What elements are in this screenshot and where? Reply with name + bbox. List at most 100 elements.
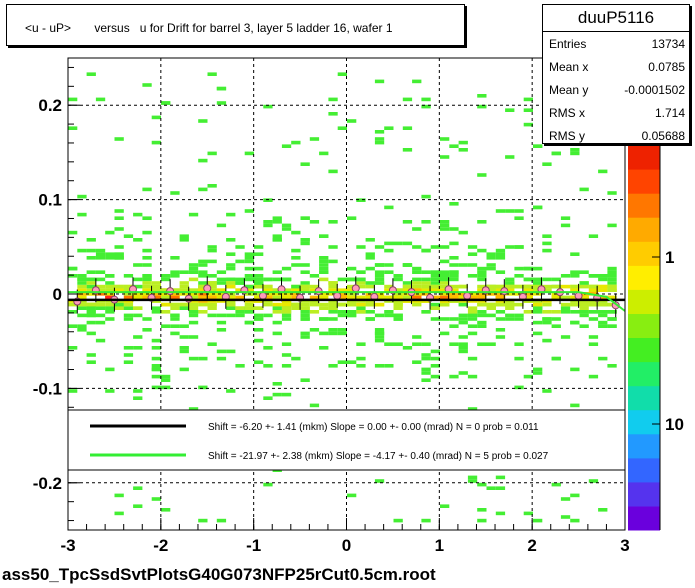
histogram-cell xyxy=(77,274,87,278)
histogram-cell xyxy=(142,277,152,282)
histogram-cell xyxy=(374,130,385,134)
histogram-cell xyxy=(588,310,599,314)
histogram-cell xyxy=(226,306,236,310)
histogram-cell xyxy=(486,292,496,296)
histogram-cell xyxy=(337,331,347,336)
histogram-cell xyxy=(133,295,143,300)
histogram-cell xyxy=(254,245,264,249)
histogram-cell xyxy=(514,274,524,278)
histogram-cell xyxy=(588,284,599,289)
histogram-cell xyxy=(114,302,124,307)
histogram-cell xyxy=(254,295,264,300)
histogram-cell xyxy=(458,371,468,375)
histogram-cell xyxy=(179,288,189,292)
histogram-cell xyxy=(188,335,199,339)
histogram-cell xyxy=(207,288,217,292)
histogram-cell xyxy=(235,313,245,318)
histogram-cell xyxy=(291,356,301,361)
histogram-cell xyxy=(467,324,478,328)
histogram-cell xyxy=(495,335,506,339)
profile-point xyxy=(333,291,342,300)
histogram-cell xyxy=(570,302,580,307)
histogram-cell xyxy=(161,302,171,307)
histogram-cell xyxy=(514,313,524,318)
histogram-cell xyxy=(412,79,422,84)
histogram-cell xyxy=(226,212,236,217)
histogram-cell xyxy=(309,403,320,408)
histogram-cell xyxy=(402,220,413,224)
histogram-cell xyxy=(393,306,403,310)
histogram-cell xyxy=(374,281,385,285)
histogram-cell xyxy=(365,252,375,256)
histogram-cell xyxy=(123,313,134,318)
histogram-cell xyxy=(272,277,282,282)
histogram-cell xyxy=(179,234,189,238)
histogram-cell xyxy=(421,367,431,372)
histogram-cell xyxy=(365,266,375,271)
histogram-cell xyxy=(598,313,608,318)
histogram-cell xyxy=(188,310,199,314)
histogram-cell xyxy=(495,310,506,314)
histogram-cell xyxy=(133,306,143,310)
stats-value: 0.05688 xyxy=(641,129,685,143)
histogram-cell xyxy=(328,169,338,174)
histogram-cell xyxy=(384,205,394,210)
histogram-cell xyxy=(384,284,394,289)
histogram-cell xyxy=(440,220,450,224)
histogram-cell xyxy=(514,266,524,271)
histogram-cell xyxy=(607,191,617,195)
histogram-cell xyxy=(198,274,208,278)
histogram-cell xyxy=(486,302,496,307)
histogram-cell xyxy=(440,295,450,300)
histogram-cell xyxy=(309,328,320,332)
histogram-cell xyxy=(430,281,440,285)
histogram-cell xyxy=(477,220,487,224)
histogram-cell xyxy=(151,374,161,379)
histogram-cell xyxy=(356,364,366,368)
histogram-cell xyxy=(374,277,385,282)
histogram-cell xyxy=(133,263,143,267)
histogram-cell xyxy=(226,281,236,285)
histogram-cell xyxy=(412,360,422,364)
x-tick-label: -3 xyxy=(60,536,75,555)
histogram-cell xyxy=(542,338,552,343)
histogram-cell xyxy=(477,248,487,253)
histogram-cell xyxy=(207,302,217,307)
histogram-cell xyxy=(374,364,385,368)
histogram-cell xyxy=(291,230,301,235)
histogram-cell xyxy=(291,284,301,289)
histogram-cell xyxy=(105,288,115,292)
histogram-cell xyxy=(598,295,608,300)
y-tick-label: 0.2 xyxy=(38,96,62,115)
histogram-cell xyxy=(207,284,217,289)
histogram-cell xyxy=(207,342,217,346)
histogram-cell xyxy=(374,338,385,343)
histogram-cell xyxy=(86,302,96,307)
histogram-cell xyxy=(142,281,152,285)
histogram-cell xyxy=(170,331,180,336)
histogram-cell xyxy=(207,259,217,264)
histogram-cell xyxy=(477,295,487,300)
histogram-cell xyxy=(588,288,599,292)
histogram-cell xyxy=(347,493,357,498)
palette-cell xyxy=(628,289,660,314)
histogram-cell xyxy=(374,79,385,84)
histogram-cell xyxy=(272,234,282,238)
histogram-cell xyxy=(365,302,375,307)
histogram-cell xyxy=(365,238,375,242)
histogram-cell xyxy=(198,288,208,292)
histogram-cell xyxy=(226,302,236,307)
histogram-cell xyxy=(477,482,487,487)
histogram-cell xyxy=(244,209,254,213)
histogram-cell xyxy=(263,346,273,350)
histogram-cell xyxy=(356,277,366,282)
histogram-cell xyxy=(347,302,357,307)
histogram-cell xyxy=(68,266,78,271)
histogram-cell xyxy=(421,342,431,346)
histogram-cell xyxy=(337,302,347,307)
histogram-cell xyxy=(328,288,338,292)
histogram-cell xyxy=(402,281,413,285)
histogram-cell xyxy=(449,227,459,231)
histogram-cell xyxy=(440,284,450,289)
histogram-cell xyxy=(486,252,496,256)
